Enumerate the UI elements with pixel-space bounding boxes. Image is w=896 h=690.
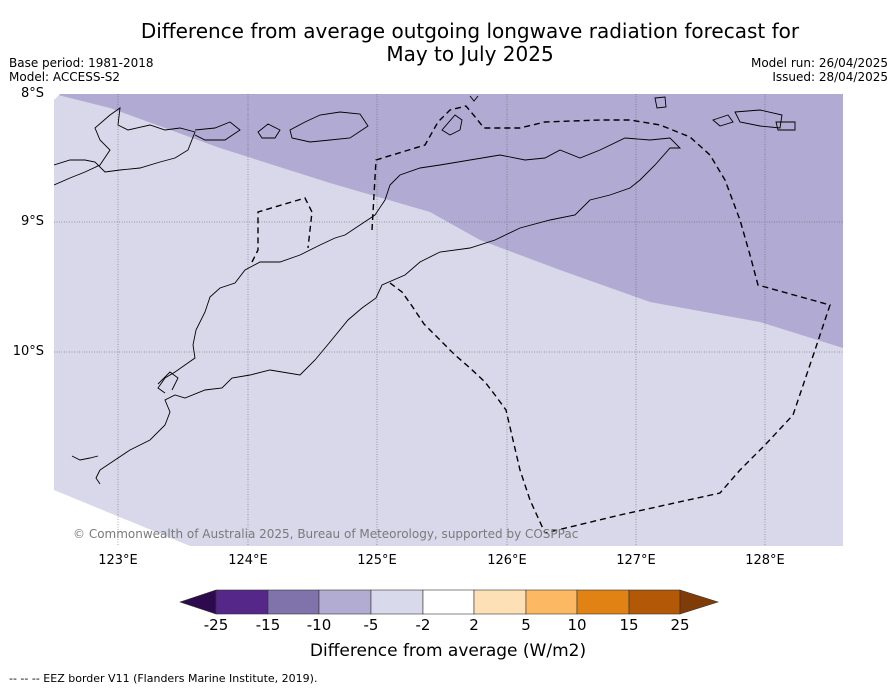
- colorbar-seg-8: [576, 589, 630, 615]
- lon-label-125e: 125°E: [357, 553, 397, 568]
- colorbar-seg-3: [318, 589, 372, 615]
- colorbar-extend-low: [179, 589, 217, 615]
- atauro-coast: [441, 114, 463, 136]
- colorbar-tick-6: 5: [521, 616, 531, 634]
- no-data-corner: [54, 490, 190, 546]
- model-run: Model run: 26/04/2025: [750, 56, 888, 70]
- map-title: Difference from average outgoing longwav…: [0, 20, 896, 66]
- lon-label-128e: 128°E: [745, 553, 785, 568]
- lon-label-127e: 127°E: [616, 553, 656, 568]
- colorbar-tick-9: 25: [670, 616, 690, 634]
- meta-left: Base period: 1981-2018 Model: ACCESS-S2: [9, 56, 154, 84]
- colorbar-tick-7: 10: [567, 616, 587, 634]
- colorbar-seg-9: [628, 589, 681, 615]
- colorbar-tick-3: -5: [363, 616, 379, 634]
- gridlines: [54, 94, 843, 546]
- wetar-coast: [289, 111, 369, 143]
- colorbar-seg-1: [215, 589, 269, 615]
- colorbar-tick-4: -2: [415, 616, 431, 634]
- issued-date: Issued: 28/04/2025: [772, 70, 888, 84]
- island-rote: [71, 455, 99, 461]
- island-small-1: [257, 123, 281, 139]
- island-east-1: [734, 109, 783, 129]
- copyright-text: © Commonwealth of Australia 2025, Bureau…: [73, 527, 579, 541]
- lon-label-123e: 123°E: [98, 553, 138, 568]
- colorbar-seg-6: [473, 589, 527, 615]
- alor-coast: [194, 121, 241, 141]
- footnote: -- -- -- EEZ border V11 (Flanders Marine…: [9, 672, 318, 685]
- colorbar-seg-4: [370, 589, 424, 615]
- colorbar-seg-5: [422, 589, 475, 615]
- anomaly-region-dark: [54, 94, 843, 348]
- lon-label-124e: 124°E: [228, 553, 268, 568]
- island-north-tip: [469, 95, 479, 102]
- no-data-corner-top: [54, 94, 60, 100]
- colorbar-tick-1: -15: [255, 616, 281, 634]
- colorbar-label: Difference from average (W/m2): [309, 641, 587, 661]
- colorbar-tick-0: -25: [203, 616, 229, 634]
- colorbar-seg-2: [267, 589, 320, 615]
- colorbar-seg-7: [525, 589, 578, 615]
- eez-border: [251, 105, 831, 534]
- lat-label-10s: 10°S: [12, 344, 44, 359]
- colorbar-tick-2: -10: [306, 616, 332, 634]
- colorbar-tick-8: 15: [619, 616, 639, 634]
- colorbar-tick-5: 2: [469, 616, 479, 634]
- island-semau: [157, 371, 179, 391]
- timor-island-coast: [95, 137, 682, 485]
- island-east-3: [712, 114, 734, 127]
- coastlines: [54, 95, 796, 485]
- title-line-2: May to July 2025: [386, 42, 554, 66]
- lon-label-126e: 126°E: [487, 553, 527, 568]
- base-period: Base period: 1981-2018: [9, 56, 154, 70]
- island-east-2: [775, 121, 796, 131]
- lat-label-9s: 9°S: [20, 214, 44, 229]
- colorbar-extend-high: [679, 589, 719, 615]
- flores-coast: [54, 107, 196, 186]
- title-line-1: Difference from average outgoing longwav…: [140, 19, 800, 43]
- model-name: Model: ACCESS-S2: [9, 70, 121, 84]
- island-north: [654, 96, 667, 109]
- lat-label-8s: 8°S: [20, 86, 44, 101]
- meta-right: Model run: 26/04/2025 Issued: 28/04/2025: [751, 56, 888, 84]
